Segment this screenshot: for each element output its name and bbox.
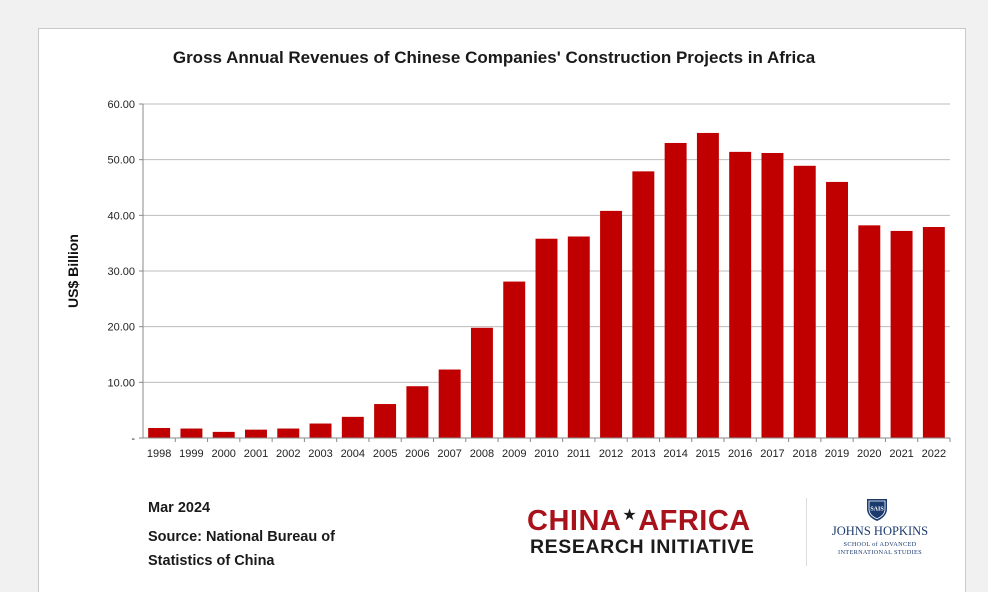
x-tick-label: 1999 <box>179 448 203 460</box>
x-tick-label: 2003 <box>308 448 332 460</box>
bar-2020 <box>858 225 881 438</box>
chart-title: Gross Annual Revenues of Chinese Compani… <box>172 48 816 67</box>
bar-2010 <box>535 238 558 438</box>
bar-2000 <box>212 431 235 438</box>
car-logo-line1: CHINA★AFRICA <box>527 505 795 538</box>
bar-2001 <box>245 429 267 438</box>
x-tick-label: 2007 <box>437 448 461 460</box>
jhu-name: JOHNS HOPKINS <box>831 524 929 538</box>
car-logo-china: CHINA <box>527 505 622 537</box>
bar-2013 <box>632 171 655 438</box>
y-tick-label: 60.00 <box>107 99 135 111</box>
x-tick-label: 2002 <box>276 448 300 460</box>
bar-2007 <box>438 369 461 438</box>
jhu-subtitle-2: INTERNATIONAL STUDIES <box>838 549 922 556</box>
x-tick-label: 2011 <box>567 448 591 460</box>
x-tick-label: 2010 <box>534 448 558 460</box>
y-tick-label: 10.00 <box>107 377 135 389</box>
x-tick-label: 2017 <box>760 448 784 460</box>
star-icon: ★ <box>622 507 638 524</box>
x-tick-label: 2012 <box>599 448 623 460</box>
bar-2004 <box>341 416 364 438</box>
x-tick-label: 1998 <box>147 448 171 460</box>
bar-2006 <box>406 386 429 438</box>
x-tick-label: 2006 <box>405 448 429 460</box>
bar-2019 <box>826 181 848 438</box>
bar-2005 <box>374 404 397 438</box>
x-tick-label: 2008 <box>470 448 494 460</box>
x-tick-label: 2015 <box>696 448 720 460</box>
bar-2012 <box>600 210 623 438</box>
x-tick-label: 2016 <box>728 448 752 460</box>
x-tick-label: 2009 <box>502 448 526 460</box>
y-tick-label: 20.00 <box>107 322 135 334</box>
bars <box>148 132 945 439</box>
axes: - 10.00 20.00 30.00 40.00 50.00 60.00 1998 1999 2… <box>107 99 951 460</box>
x-tick-label: 2020 <box>857 448 881 460</box>
logo-divider <box>806 498 807 566</box>
bar-2021 <box>890 230 913 438</box>
shield-icon: SAIS <box>867 499 887 521</box>
bar-2018 <box>793 165 816 439</box>
bar-2015 <box>696 132 719 439</box>
bar-2009 <box>503 281 526 438</box>
bar-2008 <box>470 327 493 438</box>
x-tick-label: 2000 <box>211 448 235 460</box>
bar-2011 <box>567 236 590 438</box>
x-tick-label: 2005 <box>373 448 397 460</box>
car-logo-line2: RESEARCH INITIATIVE <box>530 536 755 558</box>
bar-2016 <box>729 151 752 438</box>
y-tick-label: 40.00 <box>107 210 135 222</box>
x-tick-label: 2019 <box>825 448 849 460</box>
y-axis-label: US$ Billion <box>65 234 81 308</box>
bar-1999 <box>180 428 203 438</box>
bar-2014 <box>664 142 687 438</box>
x-tick-label: 2018 <box>792 448 816 460</box>
footer-source: Source: National Bureau of Statistics of… <box>148 529 335 569</box>
jhu-crest-text: SAIS <box>870 507 884 513</box>
johns-hopkins-sais-logo: SAIS JOHNS HOPKINS SCHOOL of ADVANCED IN… <box>815 498 945 568</box>
bar-2017 <box>761 152 784 438</box>
x-tick-label: 2014 <box>663 448 687 460</box>
y-tick-label: - <box>131 433 135 445</box>
bar-2022 <box>922 227 945 438</box>
jhu-subtitle-1: SCHOOL of ADVANCED <box>843 541 917 548</box>
y-tick-label: 50.00 <box>107 155 135 167</box>
bar-1998 <box>148 427 171 438</box>
footer-date: Mar 2024 <box>148 500 211 516</box>
y-tick-label: 30.00 <box>107 266 135 278</box>
x-tick-label: 2013 <box>631 448 655 460</box>
china-africa-research-initiative-logo: CHINA★AFRICA RESEARCH INITIATIVE <box>527 505 795 565</box>
x-tick-label: 2021 <box>889 448 913 460</box>
bar-2003 <box>309 423 332 438</box>
car-logo-africa: AFRICA <box>638 505 751 537</box>
bar-2002 <box>277 428 300 438</box>
x-tick-label: 2004 <box>341 448 365 460</box>
x-tick-label: 2001 <box>244 448 268 460</box>
x-tick-label: 2022 <box>922 448 946 460</box>
